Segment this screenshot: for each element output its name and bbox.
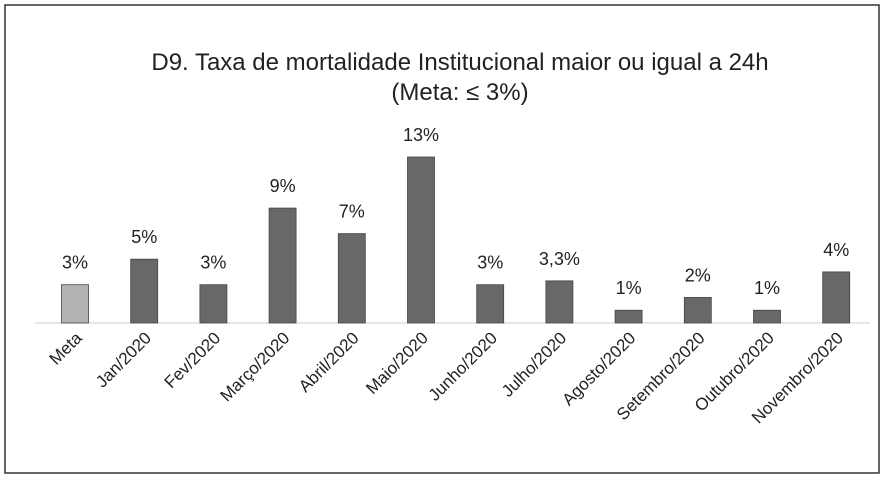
value-label: 5% bbox=[131, 227, 157, 247]
bar bbox=[545, 280, 574, 324]
value-label: 13% bbox=[403, 125, 439, 145]
bar bbox=[199, 284, 228, 324]
value-label: 1% bbox=[616, 278, 642, 298]
bar bbox=[61, 284, 89, 324]
bar bbox=[130, 258, 159, 324]
value-label: 3,3% bbox=[539, 249, 580, 269]
chart-subtitle: (Meta: ≤ 3%) bbox=[391, 79, 528, 106]
value-label: 2% bbox=[685, 265, 711, 285]
bar bbox=[822, 271, 851, 324]
bar bbox=[337, 233, 366, 324]
bar bbox=[614, 309, 643, 324]
chart-border bbox=[4, 4, 880, 474]
bar bbox=[268, 207, 297, 324]
bar bbox=[683, 297, 712, 324]
bar bbox=[476, 284, 505, 324]
value-label: 4% bbox=[823, 240, 849, 260]
value-label: 1% bbox=[754, 278, 780, 298]
chart-title: D9. Taxa de mortalidade Institucional ma… bbox=[151, 49, 768, 76]
bar bbox=[407, 156, 435, 324]
value-label: 7% bbox=[339, 202, 365, 222]
value-label: 3% bbox=[477, 253, 503, 273]
value-label: 9% bbox=[270, 176, 296, 196]
value-label: 3% bbox=[62, 253, 88, 273]
value-label: 3% bbox=[200, 253, 226, 273]
bar bbox=[753, 309, 781, 324]
